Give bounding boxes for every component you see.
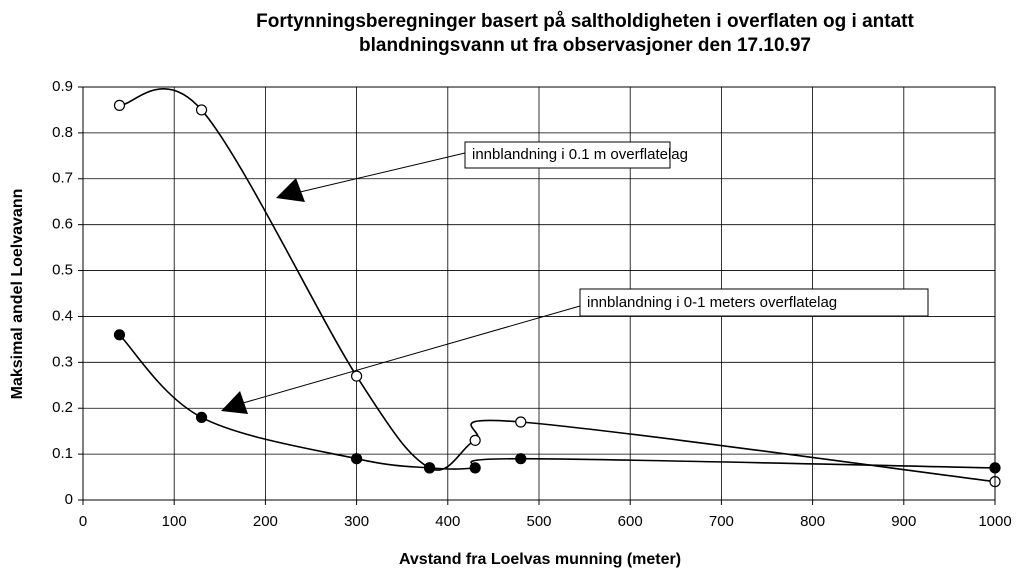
y-tick-label: 0.2 [52,399,73,416]
x-tick-label: 900 [891,513,916,530]
chart-title: Fortynningsberegninger basert på salthol… [256,11,914,32]
x-tick-label: 400 [435,513,460,530]
x-tick-label: 300 [344,513,369,530]
y-tick-label: 0.3 [52,353,73,370]
arrow [242,305,581,404]
series-line [118,334,996,470]
annotation-box [464,141,671,169]
marker [351,370,363,382]
x-tick-label: 0 [79,513,87,530]
y-tick-label: 0.9 [52,78,73,95]
x-tick-label: 500 [526,513,551,530]
y-axis-label: Maksimal andel Loelvavann [9,189,26,400]
marker [113,329,126,341]
x-axis-label: Avstand fra Loelvas munning (meter) [399,551,681,568]
marker [469,434,481,446]
x-tick-label: 800 [800,513,825,530]
arrow-head [276,178,305,202]
marker [351,453,363,465]
plot-border [82,86,996,501]
marker [195,411,208,423]
marker [469,462,481,474]
arrow [299,152,466,193]
marker [113,99,126,111]
marker [423,462,436,474]
annotation-text: innblandning i 0-1 meters overflatelag [587,294,837,311]
y-tick-label: 0.1 [52,445,73,462]
marker [515,416,527,428]
y-tick-label: 0 [65,491,73,508]
y-tick-label: 0.6 [52,216,73,233]
x-tick-label: 700 [709,513,734,530]
x-tick-label: 1000 [978,513,1011,530]
y-tick-label: 0.8 [52,124,73,141]
lines [113,88,1001,488]
marker [515,453,527,465]
marker [195,104,208,116]
y-tick-label: 0.5 [52,262,73,279]
annotation-1: innblandning i 0.1 m overflatelag [276,141,688,202]
annotation-box [579,288,929,317]
annotation-2: innblandning i 0-1 meters overflatelag [221,288,929,414]
annotation-text: innblandning i 0.1 m overflatelag [472,146,688,163]
y-tick-label: 0.7 [52,170,73,187]
x-tick-label: 100 [162,513,187,530]
arrow-head [221,391,248,414]
y-tick-label: 0.4 [52,307,73,324]
chart-title: blandningsvann ut fra observasjoner den … [359,35,811,56]
x-tick-label: 200 [253,513,278,530]
x-tick-label: 600 [618,513,643,530]
